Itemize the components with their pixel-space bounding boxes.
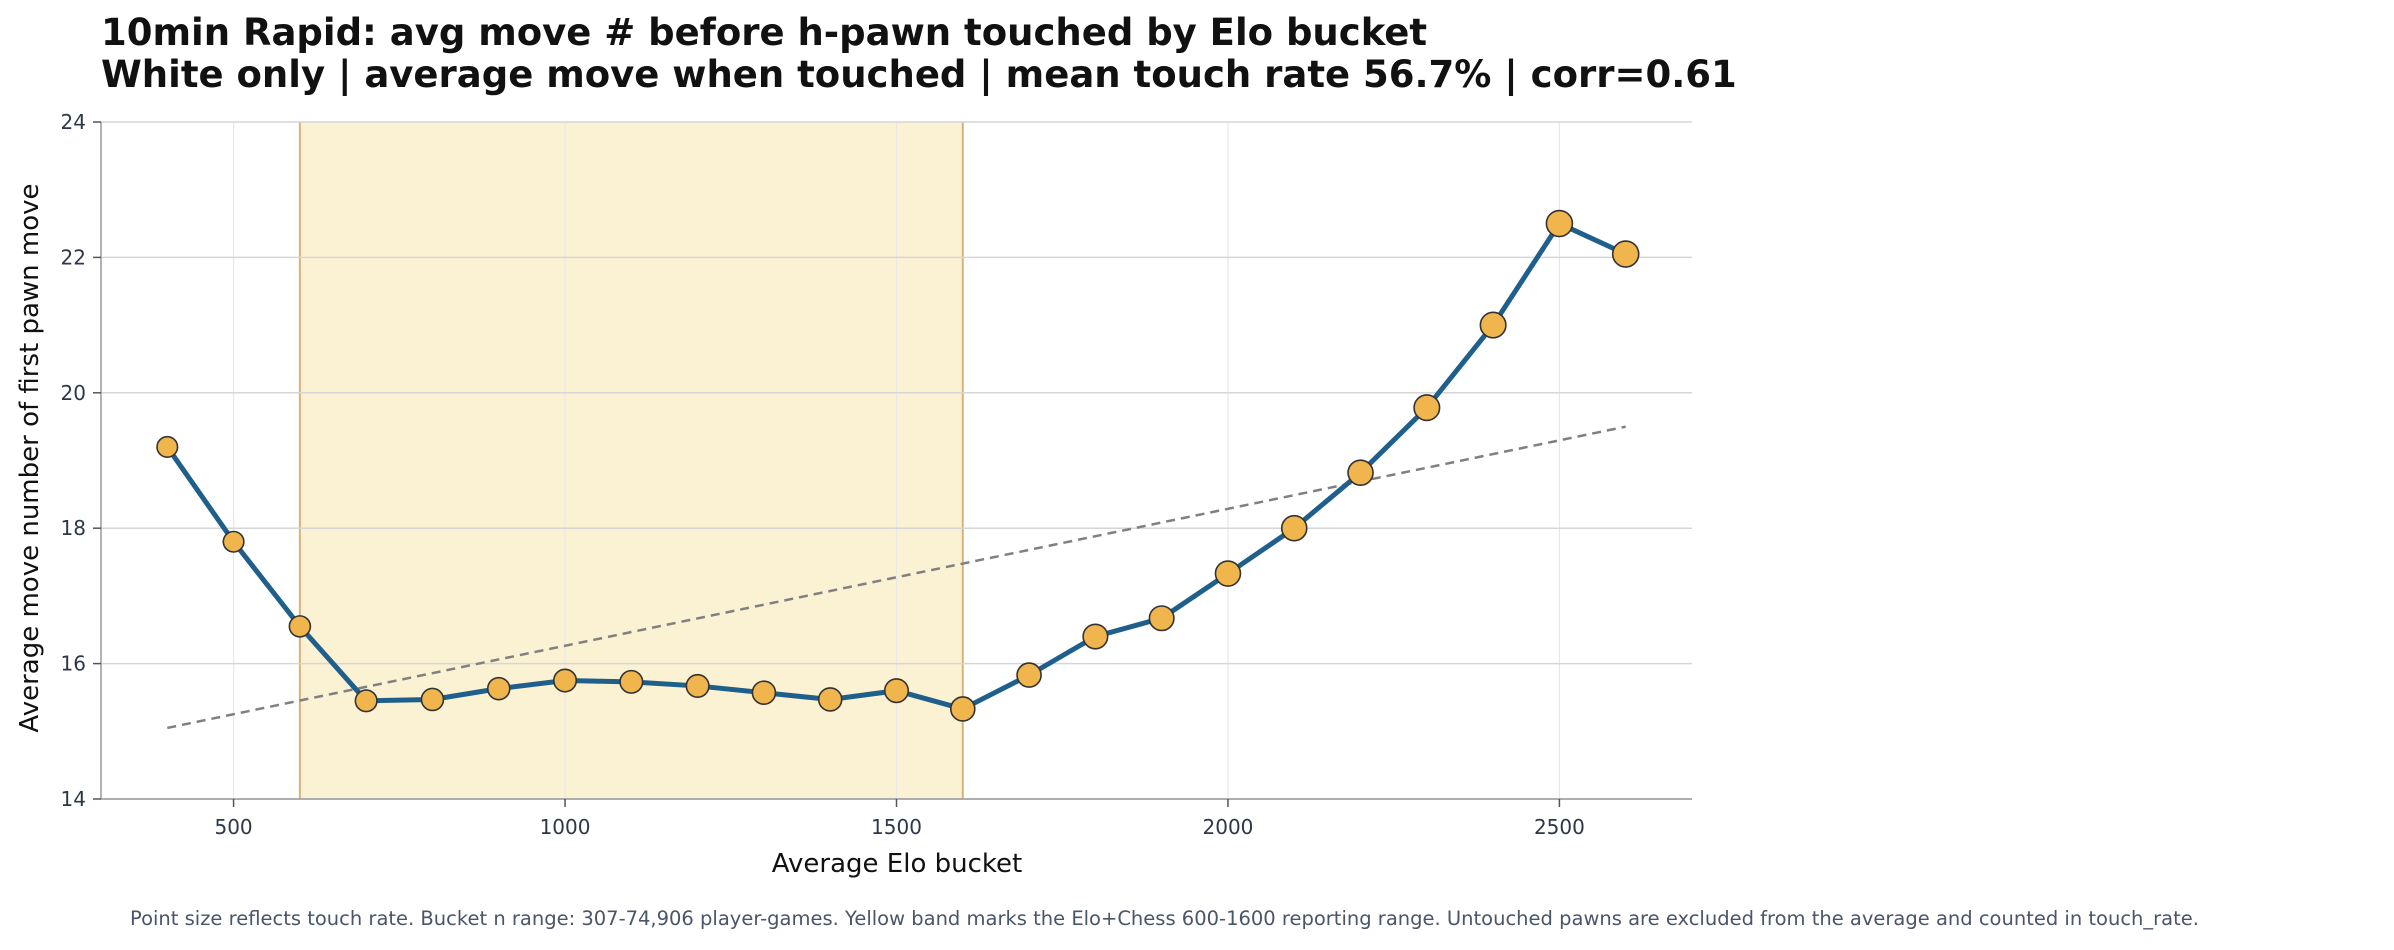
x-tick-label: 2500 (1534, 815, 1585, 839)
series-layer (156, 209, 1640, 722)
data-point (486, 676, 511, 701)
trend-line-layer (167, 425, 1626, 730)
data-point (1214, 560, 1242, 587)
axis-layer: 500 1000 1500 2000 2500 14 16 18 20 22 24 (61, 110, 1692, 839)
footnote: Point size reflects touch rate. Bucket n… (130, 907, 2199, 930)
data-point (288, 615, 312, 638)
data-point (1545, 209, 1574, 238)
data-point (1479, 311, 1507, 339)
x-tick-label: 1000 (540, 815, 591, 839)
data-point (1611, 240, 1640, 268)
data-point (354, 689, 378, 713)
data-point (1280, 514, 1308, 542)
data-point (156, 435, 179, 459)
data-point (1082, 623, 1109, 650)
data-point (817, 687, 843, 712)
y-tick-label: 20 (61, 381, 86, 405)
axis-label-layer: Average Elo bucket Average move number o… (15, 183, 1022, 879)
data-point (1347, 459, 1374, 486)
y-tick-label: 22 (61, 245, 86, 269)
data-point (685, 673, 710, 698)
data-point (222, 530, 245, 553)
data-point (883, 678, 910, 704)
trend-line (167, 425, 1626, 730)
y-axis-label: Average move number of first pawn move (15, 183, 45, 732)
data-point (751, 680, 777, 706)
line-chart: 500 1000 1500 2000 2500 14 16 18 20 22 24 Average … (15, 110, 1692, 879)
data-point (1016, 662, 1042, 688)
y-tick-label: 18 (61, 516, 86, 540)
data-point (1148, 605, 1175, 632)
data-point (552, 668, 578, 693)
data-point (420, 687, 445, 712)
data-point (619, 669, 644, 694)
x-tick-label: 2000 (1203, 815, 1254, 839)
y-tick-label: 16 (61, 652, 86, 676)
chart-title: 10min Rapid: avg move # before h-pawn to… (101, 11, 1428, 54)
x-tick-label: 1500 (871, 815, 922, 839)
y-tick-label: 24 (61, 110, 86, 134)
y-tick-label: 14 (61, 787, 86, 811)
x-axis-label: Average Elo bucket (772, 849, 1022, 879)
chart-subtitle: White only | average move when touched |… (101, 53, 1737, 96)
x-tick-label: 500 (214, 815, 252, 839)
data-point (949, 696, 976, 722)
data-point (1413, 394, 1441, 422)
